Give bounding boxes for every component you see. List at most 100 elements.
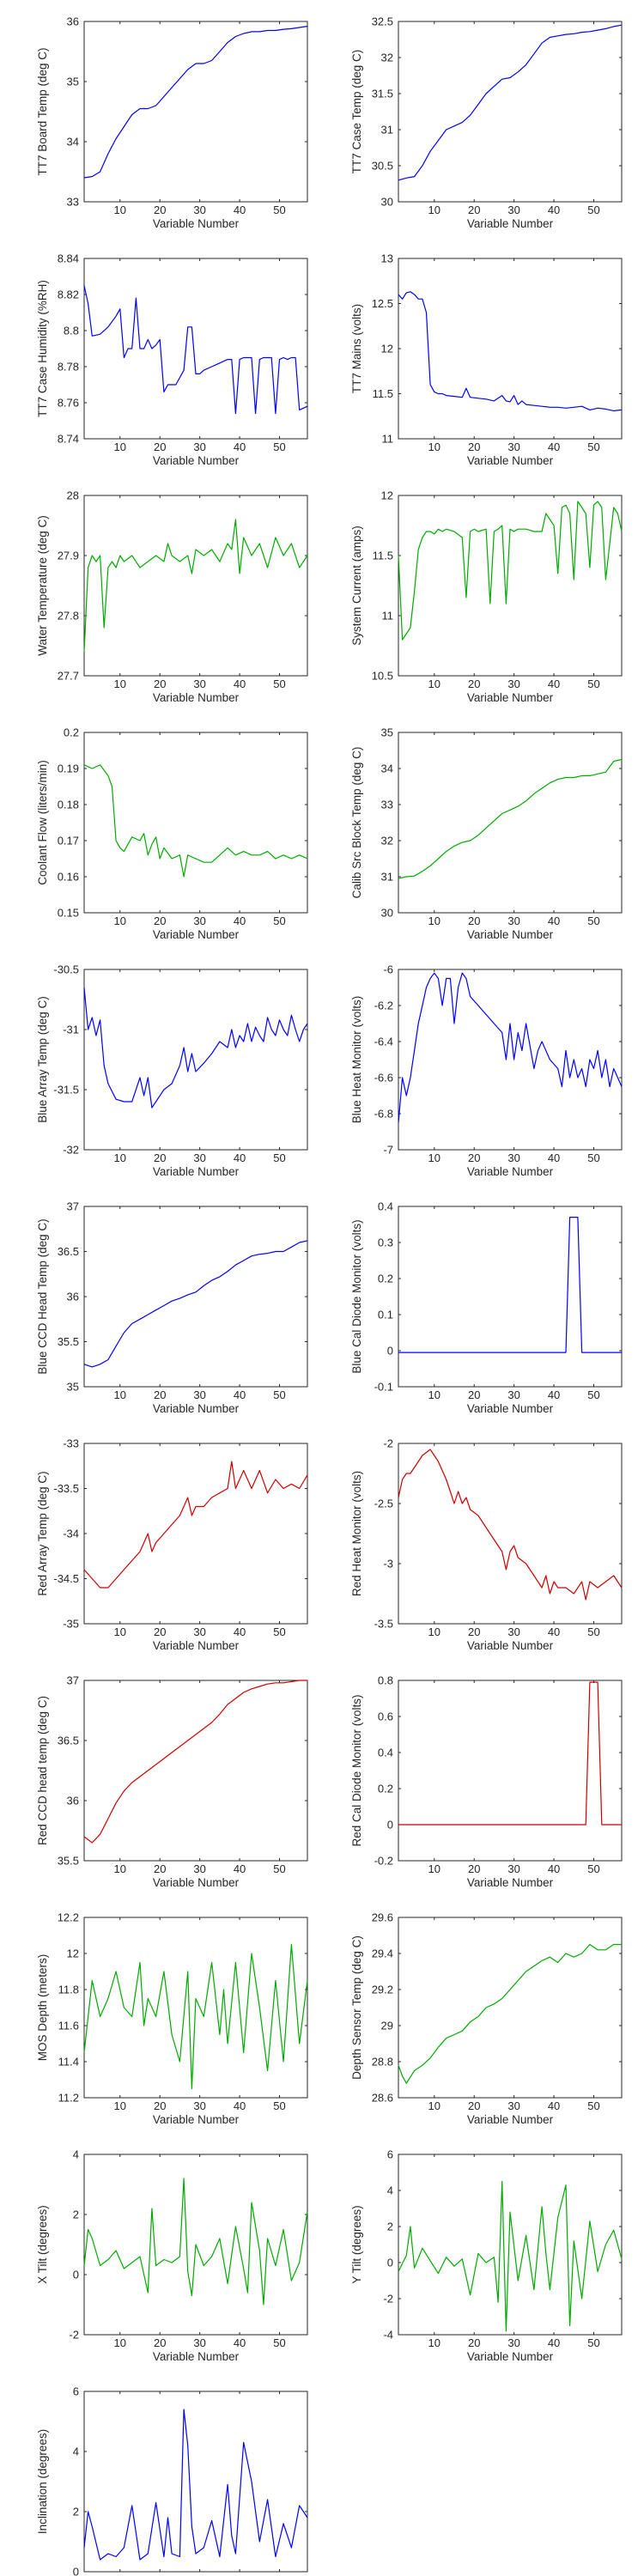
- chart-21: 10203040500246Variable NumberInclination…: [36, 2385, 308, 2576]
- y-axis-label: Red Heat Monitor (volts): [350, 1471, 363, 1596]
- y-tick-label: 34: [381, 762, 393, 775]
- series-line: [83, 1943, 308, 2090]
- x-tick-label: 30: [193, 204, 205, 216]
- x-axis-label: Variable Number: [153, 1402, 240, 1415]
- x-tick-label: 10: [114, 677, 126, 690]
- x-tick-label: 50: [273, 2573, 285, 2576]
- y-tick-label: 0.3: [378, 1236, 393, 1249]
- y-tick-label: 11.4: [58, 2056, 79, 2069]
- plot-frame: [398, 1443, 623, 1625]
- x-tick-label: 30: [193, 2099, 205, 2112]
- x-tick-label: 10: [114, 2336, 126, 2349]
- x-tick-label: 10: [428, 1862, 440, 1875]
- y-tick-label: 31: [381, 871, 393, 884]
- x-tick-label: 20: [154, 914, 166, 927]
- x-tick-label: 50: [273, 914, 285, 927]
- y-tick-label: 0.18: [58, 799, 79, 811]
- plot-frame: [398, 2154, 623, 2336]
- y-tick-label: 30.5: [372, 160, 393, 173]
- x-tick-label: 10: [114, 204, 126, 216]
- x-tick-label: 10: [428, 440, 440, 453]
- y-tick-label: 34: [67, 136, 79, 149]
- x-tick-label: 50: [587, 677, 599, 690]
- y-tick-label: 33: [67, 196, 79, 209]
- y-tick-label: 29: [381, 2020, 393, 2032]
- y-tick-label: 0.19: [58, 762, 79, 775]
- series-line: [83, 1680, 307, 1844]
- x-tick-label: 30: [507, 1625, 519, 1638]
- y-tick-label: 0: [73, 2566, 79, 2576]
- x-tick-label: 50: [273, 1625, 285, 1638]
- y-tick-label: -6.2: [374, 999, 393, 1012]
- y-tick-label: 8.8: [64, 325, 79, 337]
- y-tick-label: 12.5: [372, 297, 393, 310]
- y-axis-label: Inclination (degrees): [36, 2429, 49, 2534]
- x-tick-label: 40: [548, 1862, 560, 1875]
- chart-19: 10 20 30 40 50 -2 0 2 4 Variable Number X Tilt (de…: [36, 2148, 308, 2363]
- series-line: [398, 1681, 622, 1826]
- x-axis-label: Variable Number: [153, 1165, 240, 1178]
- y-tick-label: 0.16: [58, 871, 79, 884]
- plot-frame: [83, 495, 308, 677]
- y-tick-label: -31: [63, 1024, 79, 1036]
- series-line: [83, 987, 308, 1109]
- y-axis-label: Coolant Flow (liters/min): [36, 760, 49, 885]
- y-tick-label: 0.2: [378, 1273, 393, 1285]
- y-tick-label: 36: [67, 1795, 79, 1807]
- y-axis-label: Red Cal Diode Monitor (volts): [350, 1694, 363, 1846]
- y-tick-label: 31.5: [372, 88, 393, 100]
- y-tick-label: 0.2: [64, 726, 79, 739]
- x-tick-label: 10: [114, 1388, 126, 1401]
- series-line: [398, 972, 623, 1123]
- x-tick-label: 40: [234, 1151, 246, 1164]
- y-tick-label: 28: [67, 489, 79, 502]
- series-line: [83, 26, 308, 179]
- y-tick-label: -31.5: [53, 1084, 79, 1097]
- x-tick-label: 40: [234, 1625, 246, 1638]
- x-tick-label: 20: [468, 1151, 480, 1164]
- y-tick-label: 2: [387, 2221, 393, 2233]
- x-tick-label: 10: [428, 677, 440, 690]
- y-axis-label: Depth Sensor Temp (deg C): [350, 1935, 363, 2080]
- x-tick-label: 20: [468, 204, 480, 216]
- y-tick-label: 8.82: [58, 289, 79, 301]
- x-tick-label: 50: [587, 204, 599, 216]
- y-axis-label: X Tilt (degrees): [36, 2205, 49, 2284]
- y-tick-label: 0.1: [378, 1309, 393, 1321]
- x-tick-label: 50: [273, 440, 285, 453]
- y-tick-label: 2: [73, 2208, 79, 2221]
- series-line: [398, 1216, 622, 1353]
- x-tick-label: 50: [273, 204, 285, 216]
- x-tick-label: 30: [193, 2573, 205, 2576]
- y-tick-label: -33: [63, 1437, 79, 1450]
- x-tick-label: 40: [548, 204, 560, 216]
- plot-frame: [83, 1206, 308, 1388]
- y-tick-label: 35.5: [58, 1855, 79, 1868]
- x-tick-label: 30: [193, 2336, 205, 2349]
- y-tick-label: 36: [67, 15, 79, 28]
- y-axis-label: MOS Depth (meters): [36, 1954, 49, 2062]
- x-tick-label: 10: [428, 914, 440, 927]
- x-tick-label: 50: [587, 2099, 599, 2112]
- x-axis-label: Variable Number: [467, 691, 554, 704]
- x-tick-label: 30: [193, 1625, 205, 1638]
- y-tick-label: 27.8: [58, 610, 79, 623]
- y-tick-label: 2: [73, 2506, 79, 2518]
- x-tick-label: 30: [193, 1388, 205, 1401]
- x-axis-label: Variable Number: [153, 217, 240, 230]
- y-tick-label: 32: [381, 52, 393, 64]
- series-line: [398, 501, 623, 641]
- plot-frame: [83, 2391, 308, 2573]
- y-tick-label: 11: [382, 433, 394, 446]
- x-tick-label: 30: [193, 440, 205, 453]
- x-tick-label: 20: [154, 677, 166, 690]
- chart-4: 10 20 30 40 50 11 11.5 12 12.5 13 Variable Number T…: [350, 252, 623, 467]
- y-tick-label: 27.7: [58, 670, 79, 683]
- x-axis-label: Variable Number: [467, 1639, 554, 1652]
- chart-14: 10 20 30 40 50 -3.5 -3 -2.5 -2 Variable Number Red…: [350, 1437, 623, 1652]
- x-tick-label: 10: [114, 2099, 126, 2112]
- chart-8: 10 20 30 40 50 30 31 32 33 34 35 Variable Number Cal…: [350, 726, 623, 941]
- chart-20: 10 20 30 40 50 -4 -2 0 2 4 6 Variable Number Y Tilt …: [350, 2148, 623, 2363]
- plot-frame: [83, 1443, 308, 1625]
